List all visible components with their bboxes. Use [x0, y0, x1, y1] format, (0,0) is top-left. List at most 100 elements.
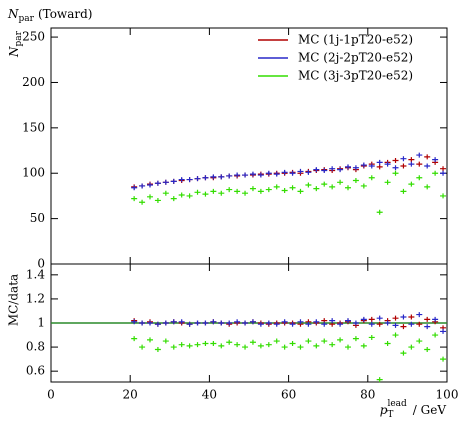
data-point: [139, 199, 146, 205]
data-point: [202, 175, 209, 181]
x-tick-label: 60: [281, 388, 296, 402]
data-point: [210, 340, 217, 346]
data-point: [265, 187, 272, 193]
data-point: [297, 168, 304, 174]
y-tick-label: 0.8: [26, 340, 45, 354]
data-point: [178, 342, 185, 348]
data-point: [234, 188, 241, 194]
data-point: [131, 336, 138, 342]
data-point: [368, 316, 375, 322]
data-point: [416, 152, 423, 158]
data-point: [147, 194, 153, 200]
data-point: [400, 188, 407, 194]
data-point: [186, 177, 193, 183]
data-point: [321, 181, 328, 187]
data-point: [432, 157, 439, 163]
data-point: [139, 320, 146, 326]
data-point: [257, 343, 264, 349]
data-point: [400, 350, 407, 356]
y-tick-label: 1.4: [26, 267, 45, 281]
data-point: [416, 312, 423, 318]
data-point: [186, 321, 193, 327]
data-point: [154, 346, 161, 352]
data-point: [305, 321, 312, 327]
data-point: [154, 321, 161, 327]
data-point: [305, 338, 312, 344]
data-point: [392, 170, 399, 176]
data-point: [424, 316, 431, 322]
data-point: [210, 174, 217, 180]
data-point: [226, 173, 233, 179]
data-point: [178, 319, 185, 325]
data-point: [321, 338, 328, 344]
data-point: [337, 167, 344, 173]
title-subscript: par: [19, 14, 35, 24]
data-point: [226, 320, 233, 326]
data-point: [289, 170, 296, 176]
data-point: [273, 184, 280, 190]
data-point: [218, 190, 225, 196]
data-point: [337, 321, 344, 327]
data-point: [352, 177, 359, 183]
data-point: [337, 179, 344, 185]
data-point: [234, 342, 241, 348]
data-point: [376, 377, 383, 383]
data-point: [289, 340, 296, 346]
data-point: [345, 344, 351, 350]
data-point: [408, 314, 415, 320]
y-tick-label: 1: [37, 316, 45, 330]
data-point: [178, 192, 185, 198]
data-point: [273, 171, 280, 177]
x-label-suffix: / GeV: [413, 403, 447, 417]
data-point: [329, 184, 336, 190]
data-point: [408, 321, 415, 327]
data-point: [202, 340, 209, 346]
data-point: [249, 319, 256, 325]
data-point: [186, 193, 193, 199]
data-point: [416, 338, 423, 344]
data-point: [154, 180, 161, 186]
data-point: [297, 344, 304, 350]
data-point: [131, 185, 138, 191]
x-tick-label: 80: [360, 388, 375, 402]
data-point: [162, 320, 169, 326]
data-point: [392, 332, 399, 338]
data-point: [313, 319, 320, 325]
data-point: [257, 172, 264, 178]
x-tick-label: 40: [202, 388, 217, 402]
data-point: [392, 165, 399, 171]
data-point: [281, 169, 288, 175]
data-point: [202, 191, 209, 197]
data-point: [170, 196, 177, 202]
data-point: [242, 320, 249, 326]
data-point: [194, 320, 201, 326]
data-point: [281, 187, 288, 193]
data-point: [273, 321, 280, 327]
data-point: [360, 183, 367, 189]
data-point: [424, 154, 431, 160]
data-point: [352, 336, 359, 342]
data-point: [368, 163, 375, 169]
data-point: [313, 343, 320, 349]
data-point: [321, 321, 328, 327]
data-point: [218, 174, 225, 180]
data-point: [368, 321, 375, 327]
data-point: [440, 328, 447, 334]
data-point: [154, 197, 161, 203]
data-point: [170, 319, 177, 325]
data-point: [400, 314, 407, 320]
data-point: [170, 178, 177, 184]
y-label-subscript: par: [14, 30, 24, 46]
x-tick-label: 100: [436, 388, 459, 402]
data-point: [305, 169, 312, 175]
legend-label: MC (3j-3pT20-e52): [298, 69, 413, 83]
data-point: [265, 320, 272, 326]
data-point: [424, 346, 431, 352]
data-point: [234, 319, 241, 325]
data-point: [392, 322, 399, 328]
data-point: [131, 319, 138, 325]
data-point: [329, 318, 336, 324]
data-point: [376, 159, 383, 165]
y-tick-label: 1.2: [26, 291, 45, 305]
data-point: [210, 319, 217, 325]
